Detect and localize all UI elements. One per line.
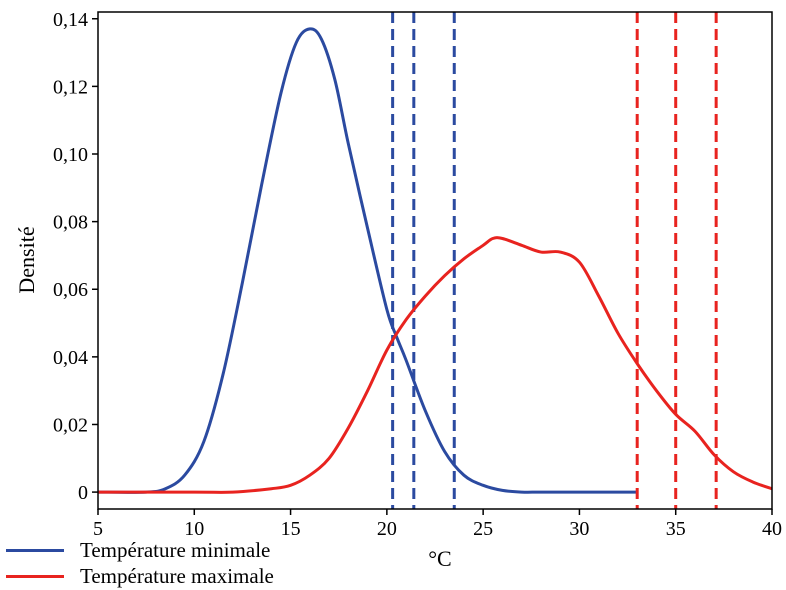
- x-tick-label: 20: [377, 518, 397, 540]
- x-tick-label: 35: [666, 518, 686, 540]
- y-tick-label: 0,02: [53, 414, 88, 436]
- y-tick-label: 0,04: [53, 347, 88, 369]
- axis-ticks: 5 10 15 20 25 30 35 40 0 0,02 0,04 0,06 0,08 0,10 0,12…: [53, 9, 782, 540]
- legend-item-max: Température maximale: [0, 563, 274, 589]
- y-tick-label: 0,06: [53, 279, 88, 301]
- y-axis-title: Densité: [14, 226, 39, 293]
- x-tick-label: 15: [281, 518, 301, 540]
- x-tick-label: 25: [473, 518, 493, 540]
- x-axis-title: °C: [428, 546, 451, 571]
- legend: Température minimale Température maximal…: [0, 537, 274, 589]
- legend-label-min: Température minimale: [80, 537, 271, 562]
- x-tick-label: 30: [569, 518, 589, 540]
- y-tick-label: 0,10: [53, 144, 88, 166]
- legend-swatch-min: [6, 548, 64, 552]
- legend-swatch-max: [6, 574, 64, 578]
- x-tick-label: 5: [93, 518, 103, 540]
- x-tick-label: 40: [762, 518, 782, 540]
- plot-area: [98, 12, 772, 509]
- y-tick-label: 0,12: [53, 76, 88, 98]
- y-tick-label: 0,14: [53, 9, 88, 31]
- legend-label-max: Température maximale: [80, 563, 274, 588]
- plot-frame: [97, 11, 773, 510]
- y-tick-label: 0,08: [53, 212, 88, 234]
- legend-item-min: Température minimale: [0, 537, 274, 563]
- density-line-max: [98, 236, 772, 494]
- density-line-min: [98, 27, 638, 494]
- x-tick-label: 10: [184, 518, 204, 540]
- y-tick-label: 0: [78, 482, 88, 504]
